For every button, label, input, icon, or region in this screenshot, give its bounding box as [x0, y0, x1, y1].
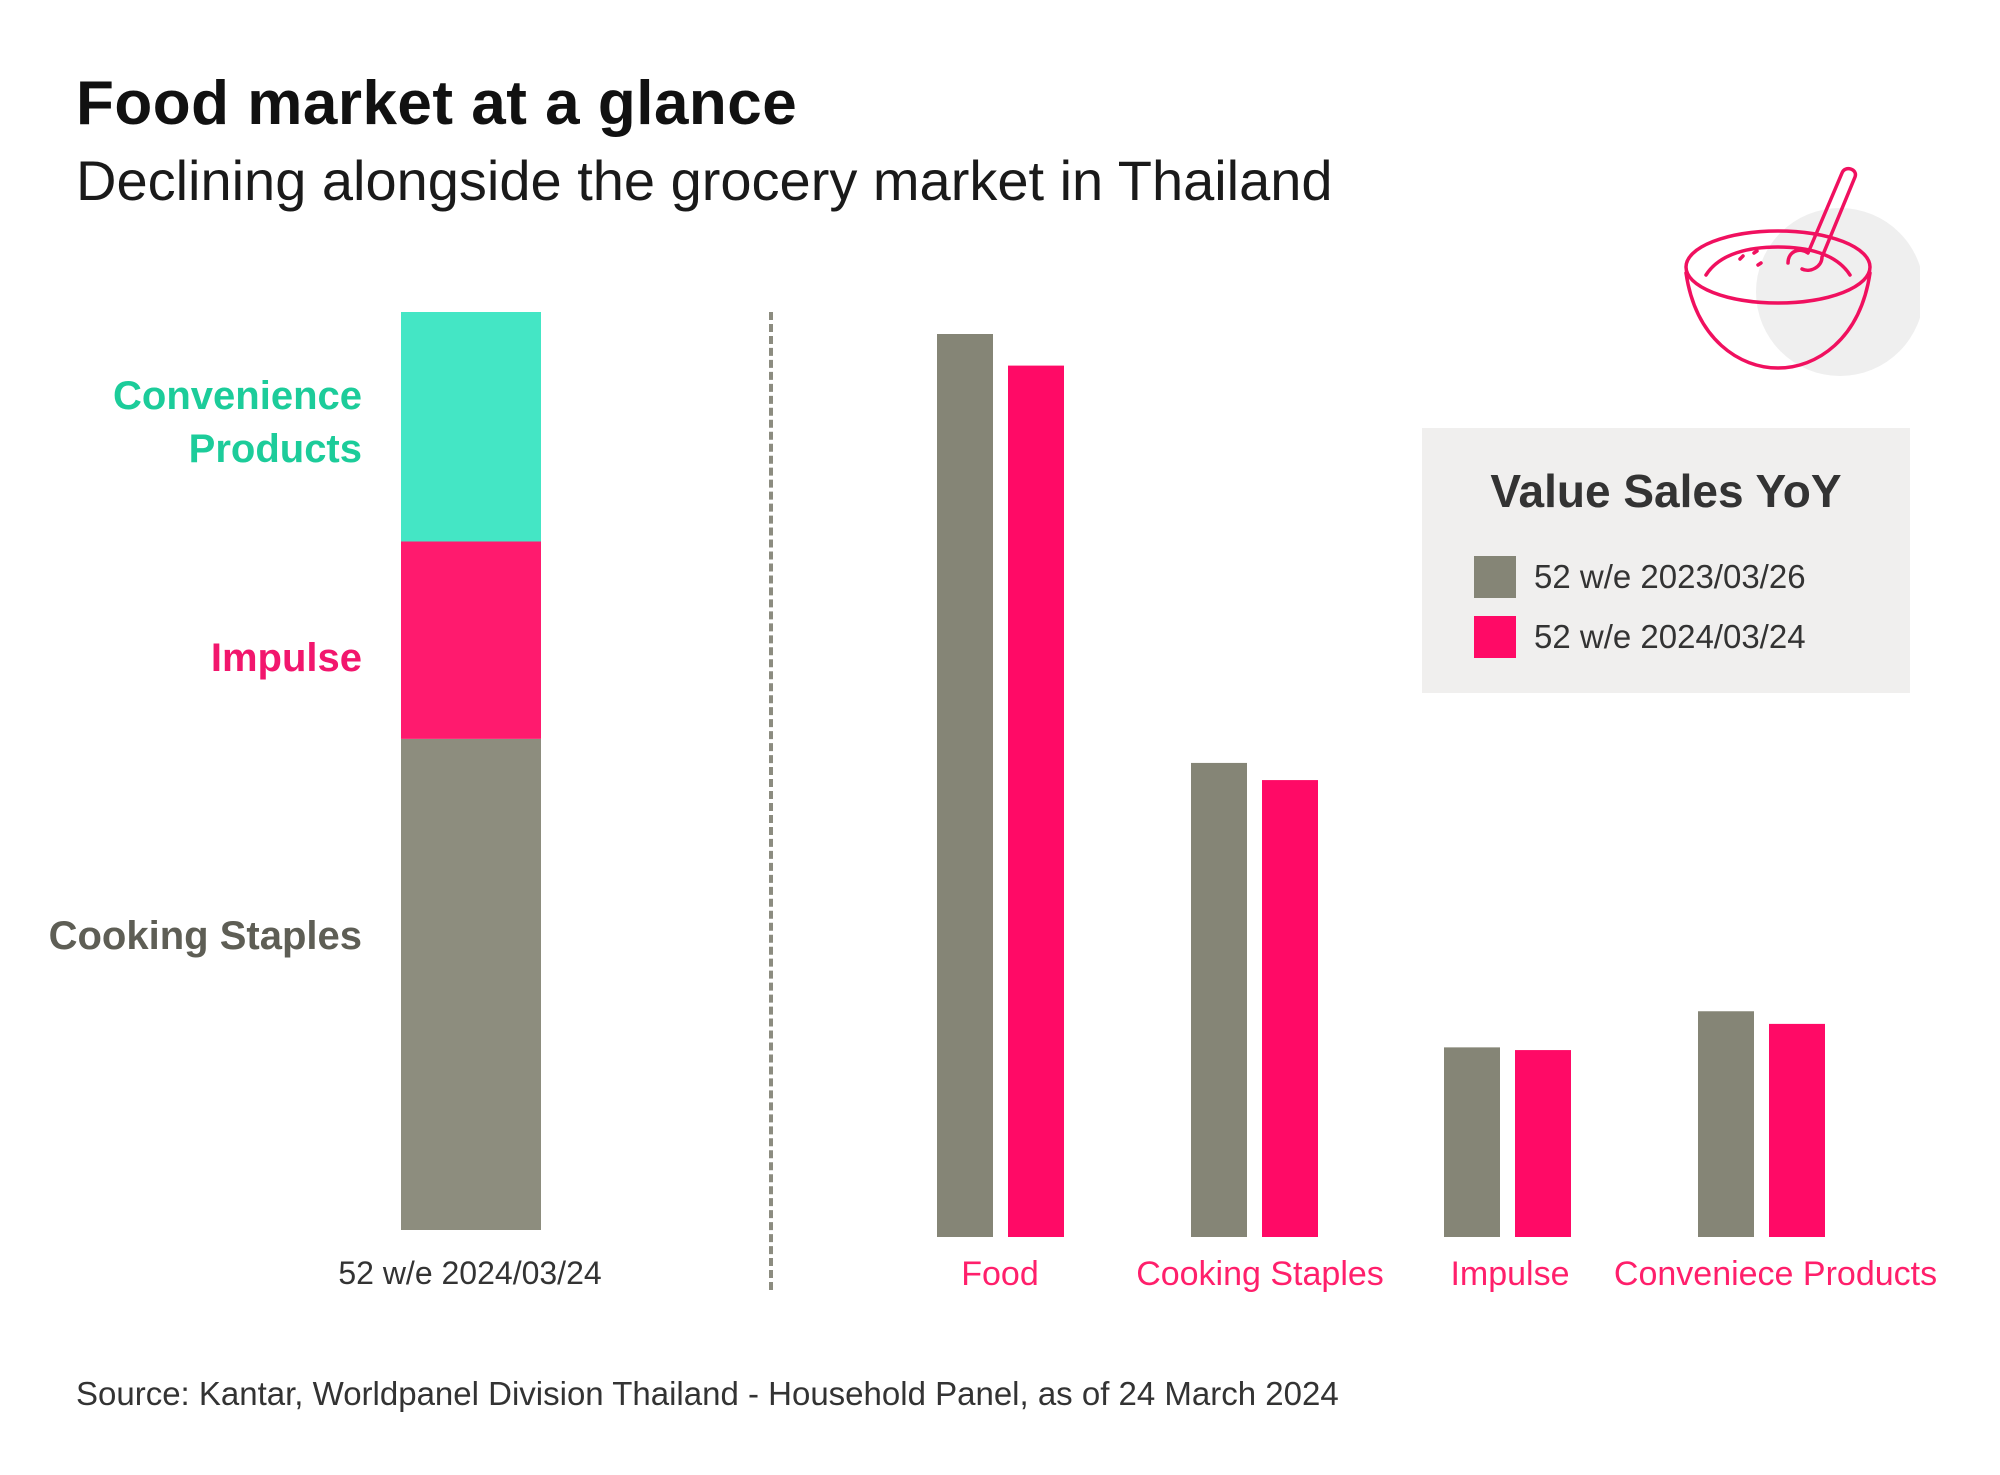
- bar-conveniece-products-2024: [1769, 1023, 1825, 1237]
- segment-label-cooking: Cooking Staples: [48, 914, 362, 958]
- segment-label-convenience: Convenience Products: [113, 374, 362, 471]
- legend-swatch-pink: [1474, 616, 1516, 658]
- bar-impulse-2024: [1515, 1050, 1571, 1237]
- bar-cooking-staples-2024: [1262, 780, 1318, 1237]
- legend-swatch-grey: [1474, 556, 1516, 598]
- legend-title: Value Sales YoY: [1490, 465, 1842, 517]
- bowl-with-spoon-icon: [1670, 155, 1924, 399]
- legend-label-2023: 52 w/e 2023/03/26: [1534, 558, 1806, 595]
- stack-x-label: 52 w/e 2024/03/24: [338, 1255, 602, 1291]
- stack-segment-convenience: [401, 312, 541, 542]
- legend-item-2024: 52 w/e 2024/03/24: [1474, 616, 1806, 658]
- source-note: Source: Kantar, Worldpanel Division Thai…: [76, 1375, 1339, 1412]
- bar-food-2023: [937, 334, 993, 1237]
- chart-divider: [769, 312, 773, 1290]
- stack-segment-cooking-staples: [401, 738, 541, 1230]
- bar-food-2024: [1008, 365, 1064, 1238]
- bar-conveniece-products-2023: [1698, 1011, 1754, 1237]
- legend-label-2024: 52 w/e 2024/03/24: [1534, 618, 1806, 655]
- x-label-cooking-staples: Cooking Staples: [1136, 1255, 1384, 1293]
- bar-cooking-staples-2023: [1191, 762, 1247, 1237]
- chart-subtitle: Declining alongside the grocery market i…: [76, 149, 1333, 212]
- chart-title: Food market at a glance: [76, 69, 798, 138]
- x-label-impulse: Impulse: [1450, 1255, 1570, 1293]
- segment-label-impulse: Impulse: [210, 636, 362, 680]
- legend-item-2023: 52 w/e 2023/03/26: [1474, 556, 1806, 598]
- bar-impulse-2023: [1444, 1047, 1500, 1237]
- legend: Value Sales YoY 52 w/e 2023/03/26 52 w/e…: [1422, 428, 1910, 693]
- stack-segment-impulse: [401, 541, 541, 739]
- x-label-convenience-products: Conveniece Products: [1613, 1255, 1938, 1293]
- x-label-food: Food: [961, 1255, 1039, 1293]
